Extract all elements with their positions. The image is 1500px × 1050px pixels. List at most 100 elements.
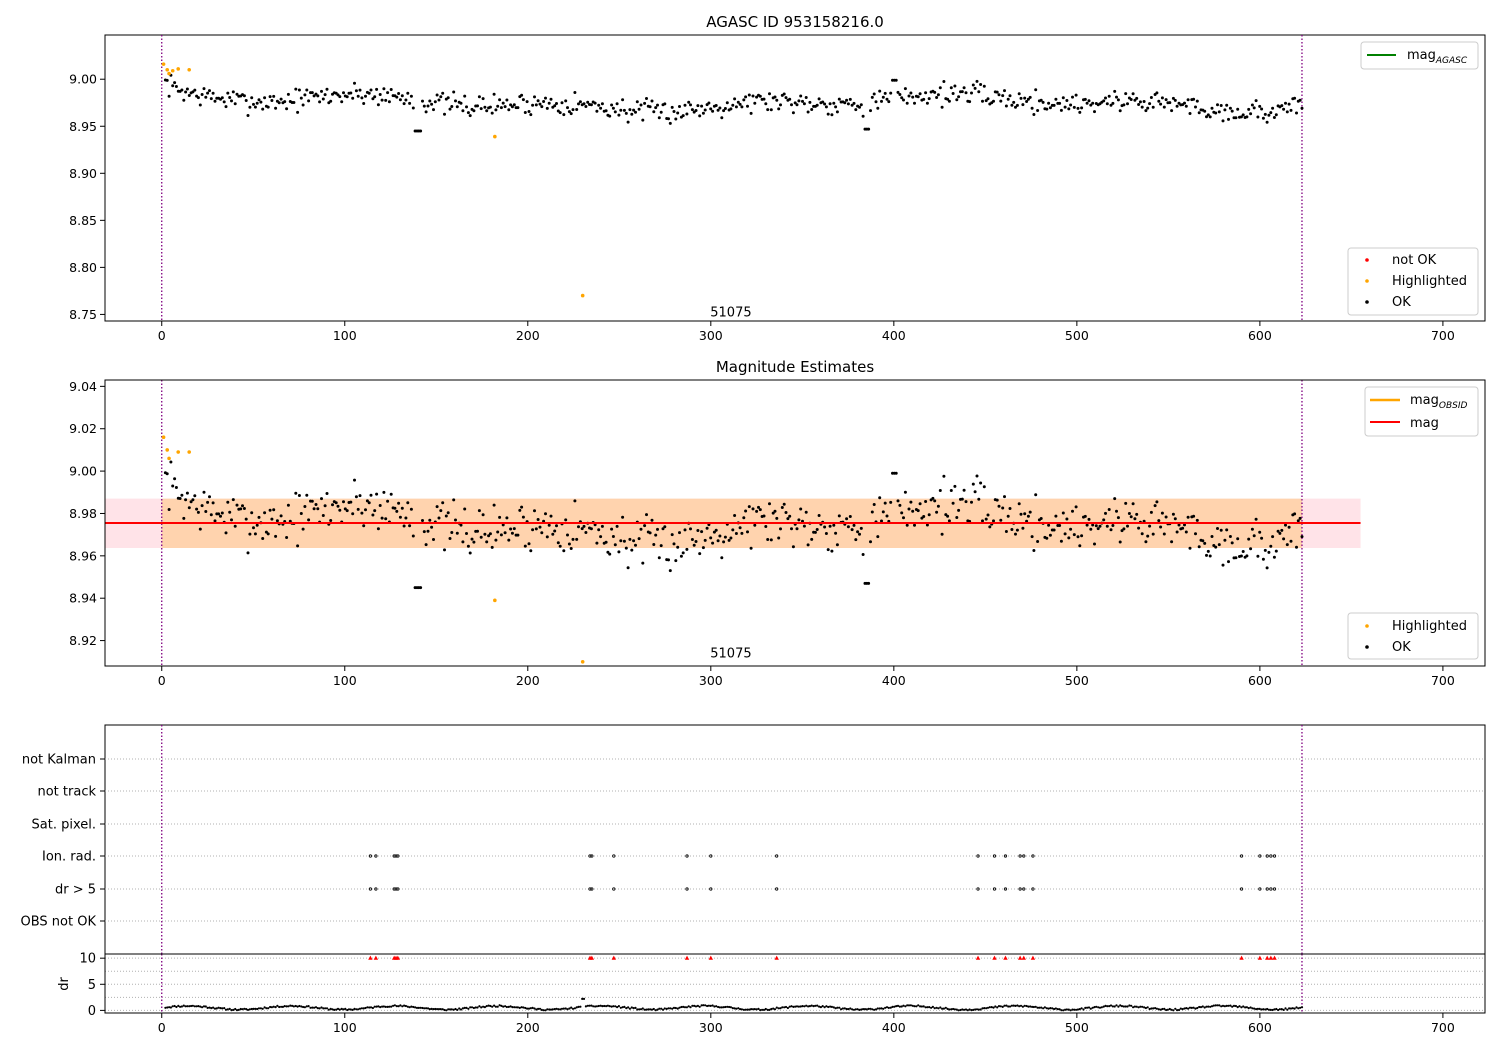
dr-point	[1187, 1007, 1190, 1010]
dr-point	[1146, 1006, 1149, 1009]
panel1-ok-point	[1287, 102, 1291, 106]
panel1-ok-point	[1195, 99, 1199, 103]
dr-point	[1174, 1007, 1177, 1010]
panel1-ok-point	[384, 98, 388, 102]
dr-point	[1148, 1007, 1151, 1011]
dr-x-tick-label: 400	[882, 1020, 906, 1035]
panel2-ok-point	[1080, 534, 1084, 538]
dr-point	[812, 1005, 815, 1008]
panel2-ok-point	[916, 509, 920, 513]
dr-point	[177, 1004, 180, 1008]
dr-point	[505, 1005, 508, 1009]
flag-marker	[992, 887, 997, 891]
dr-point	[1023, 1004, 1026, 1007]
panel2-ok-point	[492, 503, 496, 507]
panel2-x-tick-label: 300	[699, 673, 723, 688]
panel1-ok-point	[351, 96, 355, 100]
dr-point	[428, 1008, 431, 1011]
panel2-ok-point	[992, 519, 995, 523]
dr-point	[823, 1006, 826, 1009]
dr-point	[841, 1007, 845, 1010]
panel2-ok-point	[303, 505, 307, 508]
panel1-ok-point	[1109, 103, 1113, 107]
panel2-ok-point	[331, 503, 334, 507]
panel2-ok-point	[900, 511, 904, 515]
panel1-ok-point	[301, 103, 305, 107]
panel2-ok-point	[406, 501, 410, 505]
panel2-ok-point	[683, 528, 687, 532]
dr-point	[1093, 1006, 1096, 1009]
dr-point	[766, 1008, 769, 1012]
panel1-ok-point	[1133, 98, 1137, 102]
dr-point	[636, 1008, 639, 1011]
panel2-ok-point	[235, 503, 239, 507]
dr-point	[371, 1006, 374, 1010]
dr-point	[1108, 1005, 1111, 1008]
dr-point	[1269, 1008, 1272, 1012]
dr-point	[884, 1006, 887, 1009]
dr-point	[482, 1005, 485, 1008]
dr-point	[206, 1006, 209, 1010]
dr-point	[399, 1004, 402, 1007]
panel2-ok-point	[1276, 529, 1280, 533]
dr-point	[775, 1006, 778, 1009]
dr-point	[1034, 1005, 1037, 1008]
panel1-ok-point	[1280, 104, 1284, 108]
panel1-ok-point	[731, 103, 735, 107]
dr-y-tick-label: 0	[88, 1004, 96, 1019]
panel2-ok-point	[384, 517, 388, 521]
panel1-ok-point	[1271, 106, 1275, 110]
panel2-ok-point	[538, 525, 542, 529]
dr-high-marker	[1239, 955, 1244, 960]
panel1-ok-point	[184, 90, 188, 94]
panel1-ok-point	[613, 110, 617, 114]
dr-point	[1155, 1007, 1158, 1010]
dr-point	[682, 1005, 685, 1009]
dr-point	[1209, 1005, 1212, 1008]
panel2-ok-point	[947, 519, 951, 523]
panel2-ok-point	[628, 537, 632, 541]
panel1-ok-point	[525, 100, 529, 104]
dr-point	[437, 1008, 441, 1011]
dr-point	[527, 1007, 531, 1010]
dr-x-tick-label: 500	[1065, 1020, 1089, 1035]
panel1-ok-point	[432, 108, 435, 112]
panel2-ok-point	[270, 517, 274, 521]
flag-marker	[1258, 854, 1262, 858]
panel2-ok-point	[529, 549, 533, 553]
dr-point	[838, 1006, 841, 1009]
flag-marker	[374, 854, 378, 858]
panel2-ok-point	[1058, 524, 1062, 527]
panel2-ok-point	[1205, 553, 1208, 557]
panel1-ok-point	[567, 110, 571, 114]
panel1-x-tick-label: 400	[882, 328, 906, 343]
panel2-ok-point	[253, 532, 257, 536]
dr-point	[223, 1007, 226, 1010]
panel1-ok-point	[529, 113, 533, 117]
panel1-ok-point	[656, 103, 659, 107]
panel2-ok-point	[1109, 528, 1113, 532]
panel1-ok-point	[887, 100, 891, 104]
dr-point	[230, 1009, 233, 1012]
dr-point	[287, 1005, 290, 1008]
dr-high-marker	[774, 955, 779, 960]
dr-point	[658, 1007, 661, 1010]
dr-point	[289, 1004, 292, 1007]
dr-x-tick-label: 100	[333, 1020, 357, 1035]
panel2-ok-point	[369, 493, 373, 497]
panel1-ok-point	[1217, 110, 1221, 114]
panel2-ok-point	[411, 534, 415, 538]
dr-point	[248, 1008, 251, 1011]
dr-point	[234, 1007, 237, 1011]
panel2-ok-point	[461, 540, 465, 544]
panel1-ok-point	[364, 94, 367, 98]
svg-text:magOBSID: magOBSID	[1410, 393, 1468, 411]
panel2-ok-point	[716, 539, 720, 543]
panel2-ok-point	[1048, 533, 1052, 537]
panel1-ok-point	[501, 101, 505, 105]
panel2-x-tick-label: 600	[1248, 673, 1272, 688]
panel1-ok-point	[624, 111, 628, 115]
dr-point	[964, 1008, 968, 1011]
panel1-ok-point	[683, 103, 687, 107]
panel1-ok-point	[1025, 100, 1029, 103]
